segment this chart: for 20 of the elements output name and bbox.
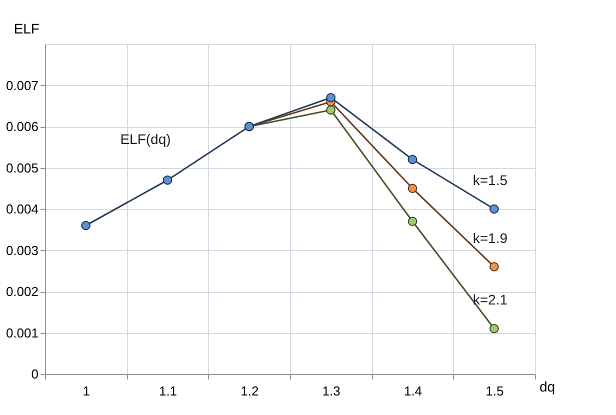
x-tick-label: 1.3 [322, 384, 340, 398]
y-tick-label: 0.003 [6, 242, 38, 258]
y-tick-label: 0.007 [6, 78, 38, 93]
y-tick-label: 0.002 [6, 284, 38, 299]
x-tick-label: 1 [82, 384, 90, 398]
y-tick-label: 0.001 [6, 325, 38, 340]
y-tick-label: 0.004 [6, 202, 38, 216]
series-label: k=1.5 [472, 172, 508, 188]
x-tick-label: 1.2 [240, 384, 259, 398]
y-axis-title: ELF [14, 20, 40, 36]
y-tick-label: 0.006 [6, 119, 38, 134]
y-tick-label: 0.005 [6, 160, 38, 176]
y-tick-label: 0 [31, 366, 38, 382]
x-tick-label: 1.1 [158, 384, 178, 398]
x-tick-label: 1.4 [404, 384, 422, 398]
x-tick-label: 1.5 [486, 384, 504, 398]
series-label: k=1.9 [472, 230, 508, 246]
series-label: k=2.1 [472, 292, 508, 308]
series-label: ELF(dq) [120, 131, 171, 148]
x-axis-title: dq [540, 378, 556, 394]
